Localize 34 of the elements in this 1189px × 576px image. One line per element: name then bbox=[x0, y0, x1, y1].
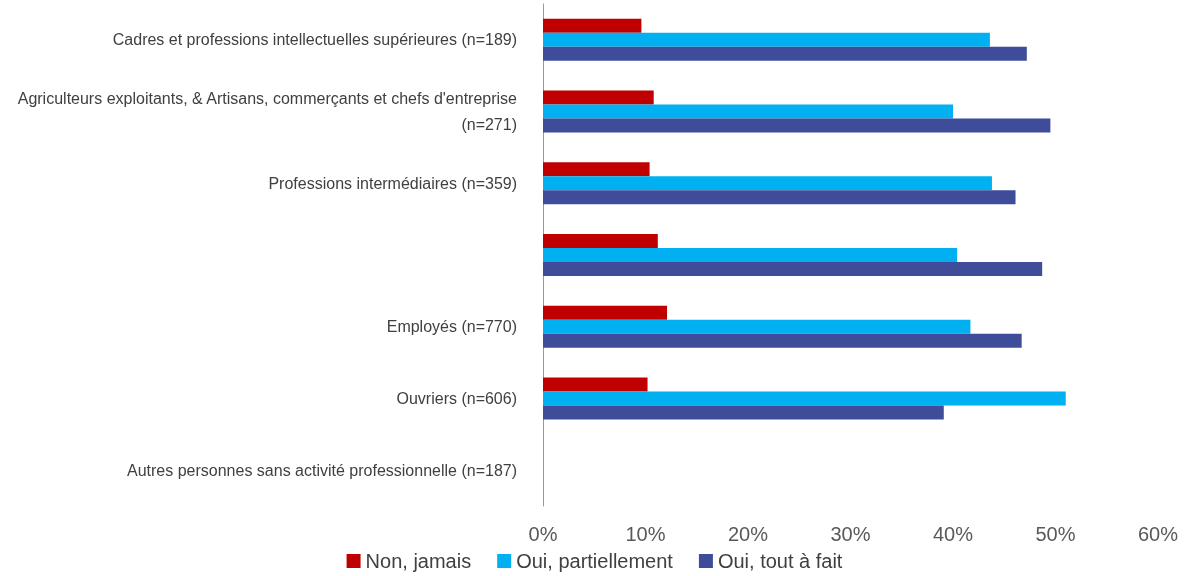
y-tick-label: Agriculteurs exploitants, & Artisans, commerçants et chefs d'entreprise (n=271) bbox=[17, 90, 518, 134]
legend-label: Oui, partiellement bbox=[516, 550, 674, 572]
bar bbox=[543, 377, 648, 392]
x-tick-label: 40% bbox=[932, 523, 974, 545]
bar bbox=[543, 176, 992, 191]
x-tick-label: 20% bbox=[727, 523, 769, 545]
bar bbox=[543, 118, 1051, 133]
bar bbox=[543, 319, 971, 334]
bar bbox=[543, 90, 654, 105]
x-tick-label: 10% bbox=[625, 523, 666, 545]
bar bbox=[543, 32, 990, 47]
bar bbox=[543, 162, 650, 177]
y-tick-label: Ouvriers (n=606) bbox=[396, 389, 517, 407]
bar bbox=[543, 262, 1043, 276]
bar bbox=[543, 18, 642, 33]
bar bbox=[543, 104, 953, 119]
x-tick-label: 30% bbox=[830, 523, 871, 545]
y-tick-label: Employés (n=770) bbox=[386, 318, 517, 336]
y-tick-label: Cadres et professions intellectuelles supérieures (n=189) bbox=[112, 31, 517, 49]
bar bbox=[543, 391, 1066, 406]
y-tick-label: Professions intermédiaires (n=359) bbox=[268, 174, 517, 192]
x-tick-label: 50% bbox=[1035, 523, 1076, 545]
x-tick-label: 60% bbox=[1137, 523, 1179, 545]
bar bbox=[543, 405, 944, 420]
legend-label: Non, jamais bbox=[365, 550, 472, 572]
y-tick-label: Autres personnes sans activité professionnelle (n=187) bbox=[127, 461, 517, 479]
bar bbox=[543, 305, 668, 320]
bar bbox=[543, 234, 658, 248]
legend-label: Oui, tout à fait bbox=[717, 550, 843, 572]
bar bbox=[543, 248, 958, 262]
bar bbox=[543, 333, 1022, 348]
x-tick-label: 0% bbox=[528, 523, 558, 545]
bar bbox=[543, 46, 1027, 61]
bar bbox=[543, 190, 1016, 205]
